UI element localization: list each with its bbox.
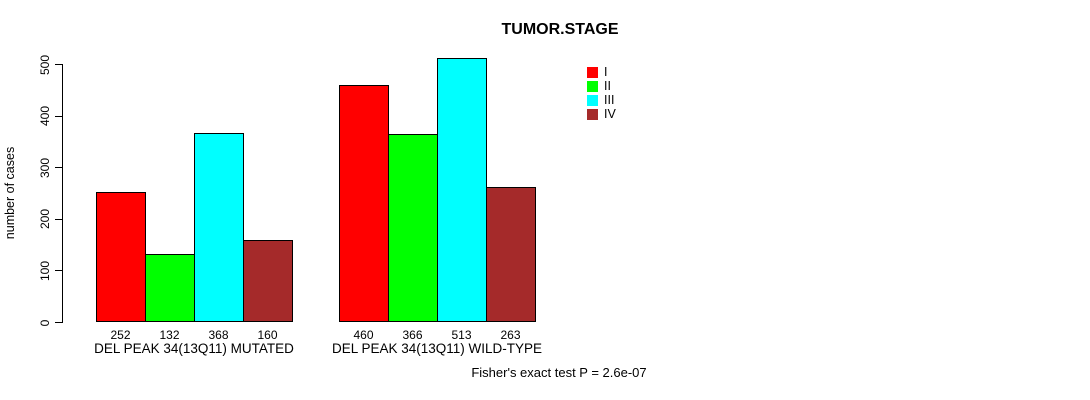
- legend-item-I: I: [587, 65, 616, 79]
- bar-value-label: 132: [159, 328, 180, 342]
- group-label: DEL PEAK 34(13Q11) WILD-TYPE: [331, 341, 543, 356]
- bar-IV: [486, 186, 536, 323]
- bar-value-label: 263: [500, 328, 521, 342]
- legend-item-IV: IV: [587, 107, 616, 121]
- bar-value-label: 160: [257, 328, 278, 342]
- legend-swatch-IV: [587, 109, 598, 120]
- y-axis-line: [62, 64, 63, 323]
- legend-item-III: III: [587, 93, 616, 107]
- bar-I: [339, 85, 389, 323]
- legend-label: I: [604, 65, 608, 79]
- legend: I II III IV: [587, 65, 616, 121]
- y-tick-mark: [55, 115, 62, 117]
- bar-value-label: 460: [353, 328, 374, 342]
- bar-value-label: 366: [402, 328, 423, 342]
- legend-label: II: [604, 79, 611, 93]
- bar-value-label: 368: [208, 328, 229, 342]
- legend-item-II: II: [587, 79, 616, 93]
- bar-value-label: 513: [451, 328, 472, 342]
- chart-title: TUMOR.STAGE: [501, 21, 619, 38]
- y-tick-label: 400: [38, 106, 52, 127]
- y-tick-mark: [55, 218, 62, 220]
- bar-II: [145, 254, 195, 323]
- legend-swatch-I: [587, 67, 598, 78]
- legend-label: IV: [604, 107, 616, 121]
- bar-III: [194, 132, 244, 323]
- group-label: DEL PEAK 34(13Q11) MUTATED: [94, 341, 294, 356]
- y-tick-label: 0: [38, 319, 52, 326]
- y-tick-mark: [55, 270, 62, 272]
- bar-III: [437, 57, 487, 323]
- y-tick-mark: [55, 167, 62, 169]
- legend-swatch-II: [587, 81, 598, 92]
- y-axis-title: number of cases: [3, 146, 17, 240]
- y-tick-label: 300: [38, 157, 52, 178]
- bar-I: [96, 192, 146, 323]
- bar-IV: [243, 239, 293, 323]
- legend-swatch-III: [587, 95, 598, 106]
- y-tick-label: 100: [38, 260, 52, 281]
- bar-value-label: 252: [110, 328, 131, 342]
- y-tick-mark: [55, 322, 62, 323]
- y-tick-mark: [55, 64, 62, 65]
- legend-label: III: [604, 93, 615, 107]
- bar-II: [388, 133, 438, 323]
- y-tick-label: 500: [38, 54, 52, 75]
- fisher-test-note: Fisher's exact test P = 2.6e-07: [471, 365, 647, 380]
- y-tick-label: 200: [38, 209, 52, 230]
